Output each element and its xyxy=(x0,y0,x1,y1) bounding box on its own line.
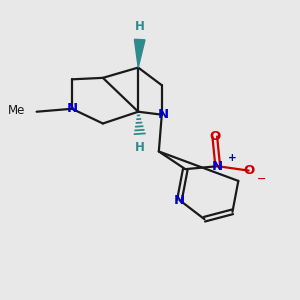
Text: −: − xyxy=(257,174,267,184)
Text: H: H xyxy=(135,141,145,154)
Text: N: N xyxy=(212,160,223,173)
Polygon shape xyxy=(134,39,145,68)
Text: N: N xyxy=(66,102,77,115)
Text: O: O xyxy=(243,164,254,177)
Text: N: N xyxy=(174,194,185,207)
Text: O: O xyxy=(209,130,220,143)
Text: +: + xyxy=(227,153,236,163)
Text: H: H xyxy=(135,20,145,33)
Text: Me: Me xyxy=(8,104,25,117)
Text: N: N xyxy=(158,108,169,121)
